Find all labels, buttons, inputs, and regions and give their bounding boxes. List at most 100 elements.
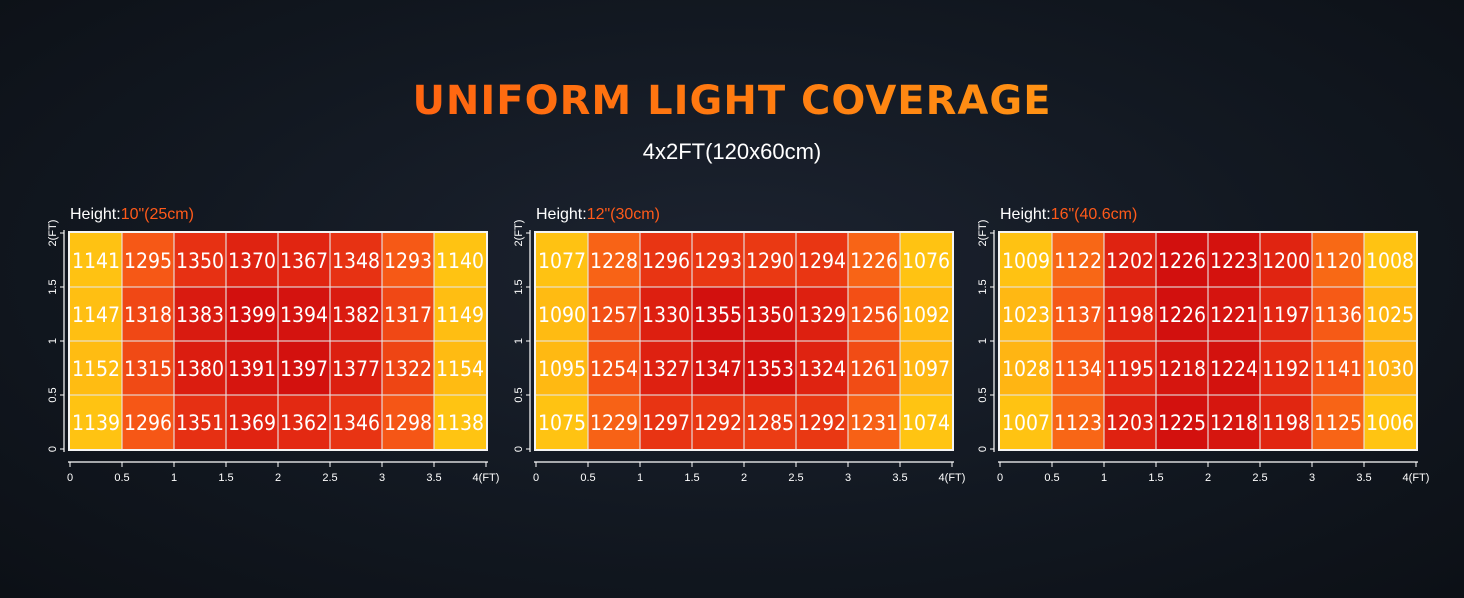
x-tick-label: 1.5: [1148, 472, 1163, 484]
heatmap-cell: [1156, 395, 1208, 449]
heatmap-cell: [848, 341, 900, 395]
cell-value-label: 1295: [124, 249, 172, 273]
cell-value-label: 1391: [228, 357, 276, 381]
heatmap-cell: [1000, 287, 1052, 341]
heatmap-cell: [278, 341, 330, 395]
heatmap-cell: [278, 287, 330, 341]
cell-value-label: 1347: [694, 357, 742, 381]
cell-value-label: 1257: [590, 303, 638, 327]
cell-value-label: 1149: [436, 303, 484, 327]
cell-value-label: 1141: [1314, 357, 1362, 381]
heatmap-cell: [382, 395, 434, 449]
heatmap-cell: [434, 395, 486, 449]
cell-value-label: 1076: [902, 249, 950, 273]
cell-value-label: 1256: [850, 303, 898, 327]
cell-value-label: 1137: [1054, 303, 1102, 327]
heatmap-cell: [848, 395, 900, 449]
heatmap-cell: [900, 395, 952, 449]
cell-value-label: 1346: [332, 411, 380, 435]
x-tick-label: 0.5: [1044, 472, 1059, 484]
heatmap-cell: [588, 341, 640, 395]
heatmap-cell: [640, 233, 692, 287]
heatmap-cell: [434, 287, 486, 341]
cell-value-label: 1351: [176, 411, 224, 435]
heatmap-panel-16in: Height:16"(40.6cm) 1009 1122 1202 1226 1223 1…: [977, 200, 1444, 500]
cell-value-label: 1123: [1054, 411, 1102, 435]
cell-value-label: 1152: [72, 357, 120, 381]
cell-value-label: 1397: [280, 357, 328, 381]
heatmap-cell: [122, 341, 174, 395]
heatmap-cell: [1208, 287, 1260, 341]
heatmap-cell: [70, 395, 122, 449]
heatmap-cell: [536, 395, 588, 449]
y-tick-label: 0.5: [47, 387, 59, 402]
cell-value-label: 1261: [850, 357, 898, 381]
y-tick-label: 1.5: [513, 279, 525, 294]
cell-value-label: 1226: [850, 249, 898, 273]
page-subtitle: 4x2FT(120x60cm): [642, 139, 822, 164]
heatmap-cell: [1104, 287, 1156, 341]
heatmap-cell: [1000, 395, 1052, 449]
cell-value-label: 1362: [280, 411, 328, 435]
cell-value-label: 1198: [1106, 303, 1154, 327]
x-tick-label: 2: [1205, 472, 1211, 484]
cell-value-label: 1095: [538, 357, 586, 381]
x-tick-label: 0: [67, 472, 73, 484]
cell-value-label: 1330: [642, 303, 690, 327]
heatmap-cell: [1260, 395, 1312, 449]
heatmap-cell: [796, 341, 848, 395]
cell-value-label: 1218: [1158, 357, 1206, 381]
heatmap-cell: [536, 341, 588, 395]
heatmap-cell: [1364, 395, 1416, 449]
x-tick-label: 0.5: [580, 472, 595, 484]
x-tick-label: 3.5: [426, 472, 441, 484]
heatmap-cell: [122, 287, 174, 341]
heatmap-cell: [588, 287, 640, 341]
x-tick-label: 3.5: [892, 472, 907, 484]
cell-value-label: 1367: [280, 249, 328, 273]
cell-value-label: 1329: [798, 303, 846, 327]
x-tick-label: 1: [171, 472, 177, 484]
y-tick-label: 1.5: [977, 279, 989, 294]
cell-value-label: 1380: [176, 357, 224, 381]
heatmap-cell: [588, 395, 640, 449]
cell-value-label: 1077: [538, 249, 586, 273]
cell-value-label: 1197: [1262, 303, 1310, 327]
heatmap-cell: [796, 233, 848, 287]
cell-value-label: 1025: [1366, 303, 1414, 327]
cell-value-label: 1293: [384, 249, 432, 273]
x-tick-label: 1: [1101, 472, 1107, 484]
cell-value-label: 1294: [798, 249, 846, 273]
x-tick-label: 3: [379, 472, 385, 484]
heatmap-cell: [1260, 341, 1312, 395]
heatmap-cell: [1312, 395, 1364, 449]
heatmap-cell: [1156, 233, 1208, 287]
heatmap-cell: [174, 233, 226, 287]
heatmap-cell: [70, 341, 122, 395]
heatmap-cell: [226, 395, 278, 449]
cell-value-label: 1290: [746, 249, 794, 273]
cell-value-label: 1383: [176, 303, 224, 327]
x-tick-label: 0.5: [114, 472, 129, 484]
height-label-value: 16"(40.6cm): [1050, 206, 1138, 223]
y-tick-label: 1: [47, 338, 59, 344]
heatmap-cell: [226, 233, 278, 287]
heatmap-cell: [70, 287, 122, 341]
x-tick-label: 2: [741, 472, 747, 484]
height-label: Height:10"(25cm): [70, 206, 194, 224]
heatmap-cell: [434, 341, 486, 395]
cell-value-label: 1007: [1002, 411, 1050, 435]
cell-value-label: 1090: [538, 303, 586, 327]
cell-value-label: 1202: [1106, 249, 1154, 273]
cell-value-label: 1297: [642, 411, 690, 435]
heatmap-cell: [536, 287, 588, 341]
cell-value-label: 1322: [384, 357, 432, 381]
cell-value-label: 1009: [1002, 249, 1050, 273]
x-tick-label: 4(FT): [1403, 472, 1430, 484]
cell-value-label: 1223: [1210, 249, 1258, 273]
heatmap-cell: [330, 287, 382, 341]
heatmap-cell: [744, 341, 796, 395]
heatmap-chart: 1077 1228 1296 1293 1290 1294 1226 1076 1090 1257…: [513, 220, 965, 484]
heatmap-cell: [122, 395, 174, 449]
